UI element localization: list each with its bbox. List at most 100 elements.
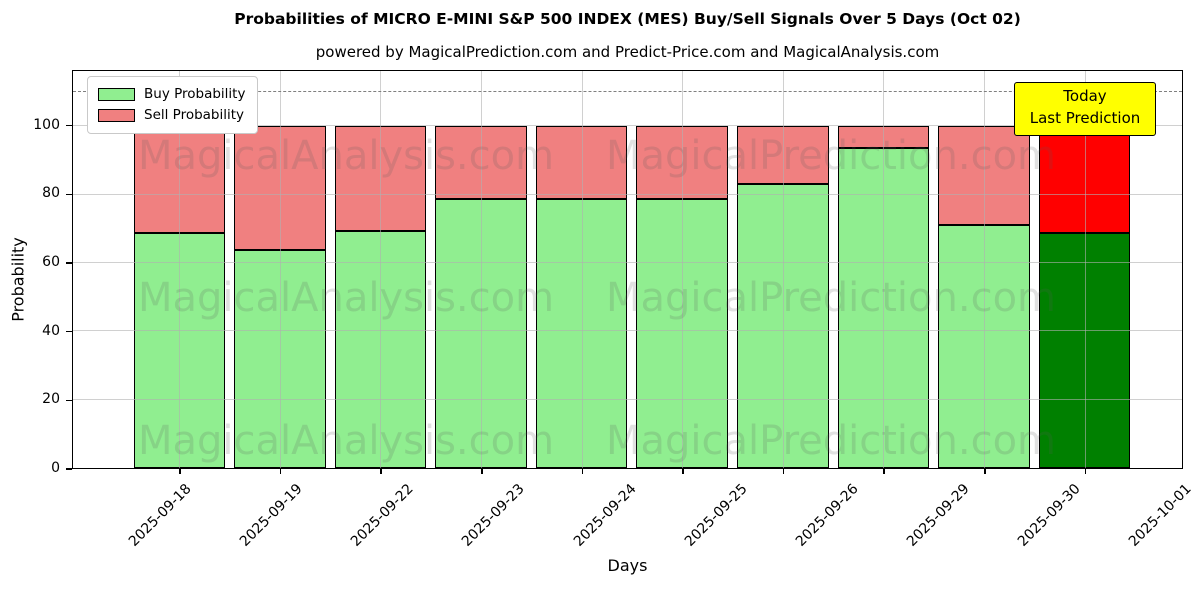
grid-slot bbox=[129, 71, 230, 474]
x-tick-mark-2025-09-18 bbox=[179, 468, 181, 474]
chart-subtitle: powered by MagicalPrediction.com and Pre… bbox=[315, 43, 940, 61]
legend-item-sell: Sell Probability bbox=[98, 105, 245, 126]
bar-segment-buy-2025-09-30 bbox=[938, 224, 1030, 468]
vertical-gridlines bbox=[73, 71, 1182, 474]
horizontal-gridlines bbox=[73, 71, 1182, 468]
bar-segment-sell-2025-09-29 bbox=[837, 126, 930, 148]
watermark-text: MagicalPrediction.com bbox=[606, 418, 1056, 464]
y-tick-label-40: 40 bbox=[42, 322, 60, 339]
bar-slot-2025-09-23 bbox=[431, 71, 532, 468]
bar-segment-buy-2025-09-25 bbox=[636, 198, 729, 468]
bar-slot-2025-09-19 bbox=[230, 71, 331, 468]
grid-slot bbox=[733, 71, 834, 474]
bar-segment-sell-2025-09-22 bbox=[334, 126, 427, 231]
x-tick-mark-2025-09-25 bbox=[682, 468, 684, 474]
gridline-x-2025-09-29 bbox=[883, 71, 885, 468]
y-axis-label: Probability bbox=[8, 237, 28, 322]
gridline-x-2025-09-26 bbox=[782, 71, 784, 468]
bar-segment-buy-2025-09-26 bbox=[737, 184, 829, 468]
bar-segment-sell-2025-09-30 bbox=[938, 126, 1030, 225]
bar-segment-buy-2025-09-19 bbox=[234, 250, 326, 468]
grid-slot bbox=[230, 71, 331, 474]
y-tick-label-0: 0 bbox=[51, 460, 60, 476]
grid-slot bbox=[330, 71, 431, 474]
gridline-x-2025-09-24 bbox=[581, 71, 583, 468]
watermark-text: MagicalPrediction.com bbox=[606, 133, 1056, 179]
today-annotation-line2: Last Prediction bbox=[1029, 108, 1141, 127]
bar-segment-sell-2025-09-23 bbox=[435, 126, 527, 199]
chart-title: Probabilities of MICRO E-MINI S&P 500 IN… bbox=[234, 10, 1021, 28]
grid-slot bbox=[531, 71, 632, 474]
buy-swatch-icon bbox=[98, 87, 135, 101]
watermark-layer: MagicalAnalysis.com MagicalPrediction.com… bbox=[73, 71, 1182, 468]
grid-slot bbox=[833, 71, 934, 474]
bar-segment-buy-2025-09-18 bbox=[133, 233, 226, 468]
bar-segment-sell-2025-09-26 bbox=[737, 126, 829, 185]
legend-label-buy: Buy Probability bbox=[144, 86, 246, 102]
bar-segment-buy-2025-09-23 bbox=[435, 198, 527, 468]
y-tick-mark-40 bbox=[66, 330, 72, 333]
y-tick-mark-80 bbox=[66, 193, 72, 196]
x-tick-label-2025-09-18: 2025-09-18 bbox=[126, 481, 195, 550]
bar-slot-2025-09-18 bbox=[129, 71, 230, 468]
bars-layer bbox=[73, 71, 1182, 468]
watermark-text: MagicalAnalysis.com bbox=[137, 275, 555, 321]
watermark-text: MagicalAnalysis.com bbox=[137, 418, 555, 464]
gridline-y-60 bbox=[73, 262, 1182, 264]
gridline-y-40 bbox=[73, 330, 1182, 332]
gridline-x-2025-09-23 bbox=[481, 71, 483, 468]
gridline-x-2025-09-30 bbox=[984, 71, 986, 468]
x-tick-mark-2025-09-22 bbox=[380, 468, 382, 474]
x-tick-label-2025-09-24: 2025-09-24 bbox=[570, 481, 640, 550]
bar-segment-sell-2025-09-25 bbox=[636, 126, 729, 199]
y-tick-label-100: 100 bbox=[33, 116, 60, 133]
bar-slot-2025-09-25 bbox=[632, 71, 733, 468]
y-tick-label-20: 20 bbox=[42, 391, 60, 408]
y-tick-mark-100 bbox=[66, 124, 72, 127]
threshold-dashed-line bbox=[73, 91, 1182, 93]
watermark-text: MagicalPrediction.com bbox=[606, 275, 1056, 321]
gridline-x-2025-10-01 bbox=[1084, 71, 1086, 468]
x-tick-mark-2025-09-19 bbox=[279, 468, 282, 474]
bar-segment-sell-2025-09-18 bbox=[133, 126, 226, 234]
y-tick-label-80: 80 bbox=[42, 185, 60, 202]
x-tick-label-2025-09-25: 2025-09-25 bbox=[681, 481, 751, 550]
gridline-y-100 bbox=[73, 125, 1182, 127]
x-tick-label-2025-09-29: 2025-09-29 bbox=[903, 481, 973, 550]
grid-slot bbox=[934, 71, 1035, 474]
bar-slot-2025-09-24 bbox=[531, 71, 632, 468]
bar-slot-2025-09-29 bbox=[833, 71, 934, 468]
x-tick-mark-2025-09-30 bbox=[984, 468, 986, 474]
legend-item-buy: Buy Probability bbox=[98, 84, 245, 105]
bar-segment-sell-2025-09-19 bbox=[234, 126, 326, 251]
x-tick-label-2025-10-01: 2025-10-01 bbox=[1125, 481, 1195, 550]
grid-slot bbox=[632, 71, 733, 474]
gridline-x-2025-09-18 bbox=[179, 71, 181, 468]
grid-slot bbox=[431, 71, 532, 474]
legend-label-sell: Sell Probability bbox=[144, 106, 245, 123]
today-annotation: Today Last Prediction bbox=[1014, 82, 1156, 136]
bar-slot-2025-09-26 bbox=[733, 71, 834, 468]
gridline-y-80 bbox=[73, 193, 1182, 195]
sell-swatch-icon bbox=[98, 108, 135, 122]
plot-area: MagicalAnalysis.com MagicalPrediction.com… bbox=[72, 70, 1183, 474]
gridline-x-2025-09-19 bbox=[279, 71, 281, 468]
x-tick-mark-2025-09-29 bbox=[883, 468, 885, 474]
x-tick-mark-2025-09-24 bbox=[581, 468, 584, 474]
bar-segment-buy-2025-09-22 bbox=[334, 230, 427, 468]
grid-slot bbox=[1034, 71, 1135, 474]
bar-segment-sell-2025-09-24 bbox=[535, 126, 628, 199]
y-tick-mark-20 bbox=[66, 399, 72, 402]
x-tick-label-2025-09-23: 2025-09-23 bbox=[459, 481, 529, 550]
bar-segment-buy-2025-09-24 bbox=[535, 198, 628, 468]
bar-segment-buy-2025-09-29 bbox=[837, 147, 930, 468]
x-tick-mark-2025-09-26 bbox=[782, 468, 785, 474]
x-axis-label: Days bbox=[607, 556, 648, 575]
gridline-y-20 bbox=[73, 398, 1182, 400]
x-tick-label-2025-09-26: 2025-09-26 bbox=[792, 481, 862, 550]
bar-slot-2025-09-22 bbox=[330, 71, 431, 468]
legend: Buy Probability Sell Probability bbox=[87, 76, 259, 134]
x-tick-mark-2025-10-01 bbox=[1084, 468, 1087, 474]
x-tick-label-2025-09-19: 2025-09-19 bbox=[237, 481, 306, 550]
